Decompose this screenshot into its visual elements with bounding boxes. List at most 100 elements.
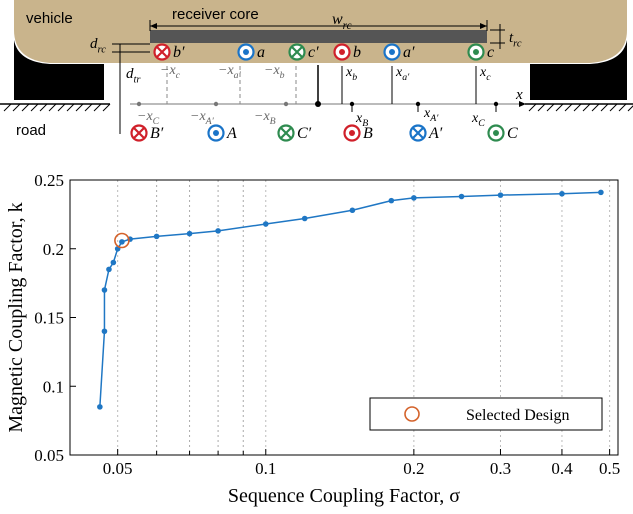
data-point [349, 207, 356, 214]
conductor-label: c [487, 44, 494, 61]
position-label-main: −x [190, 109, 206, 124]
position-label-sub: A′ [205, 116, 215, 127]
plot-frame [69, 179, 619, 456]
data-point [119, 239, 125, 245]
vehicle-label: vehicle [26, 10, 73, 27]
conductor-label: b [353, 44, 361, 61]
position-label: xa′ [395, 65, 410, 83]
axis-label: x [515, 87, 523, 103]
conductor-dot [473, 49, 479, 55]
receiver-core [150, 30, 487, 43]
hatch-line [582, 103, 591, 112]
data-point [388, 197, 395, 204]
hatch-line [57, 103, 66, 112]
road-hatch [3, 103, 633, 112]
position-label-sub: B [362, 118, 368, 129]
hatch-line [39, 103, 48, 112]
position-label-sub: b [352, 72, 357, 83]
dimension-label-sub: rc [98, 45, 107, 56]
dimension-label-sub: tr [134, 75, 142, 86]
x-tick-label: 0.4 [551, 459, 573, 478]
y-tick-label: 0.15 [34, 309, 64, 328]
data-point [153, 233, 160, 240]
hatch-line [48, 103, 57, 112]
conductor-cross [133, 127, 145, 139]
hatch-line [627, 105, 633, 112]
position-label-sub: A′ [429, 113, 439, 124]
hatch-line [609, 103, 618, 112]
hatch-line [21, 103, 30, 112]
legend-label: Selected Design [466, 407, 570, 424]
position-label-sub: b [280, 70, 285, 81]
position-label-sub: C [478, 118, 485, 129]
position-label: −xc [160, 63, 181, 81]
data-point [101, 287, 108, 293]
data-point [101, 328, 108, 335]
position-label-sub: c [176, 70, 181, 81]
conductor-label: b′ [173, 44, 185, 61]
x-tick-label: 0.1 [255, 459, 276, 478]
data-point [106, 266, 112, 273]
tire [14, 40, 104, 100]
x-tick-label: 0.2 [403, 459, 424, 478]
dimension-label-sub: rc [513, 39, 522, 50]
hatch-line [30, 103, 39, 112]
hatch-line [555, 103, 564, 112]
x-tick-label: 0.5 [599, 459, 620, 478]
position-label-main: x [355, 111, 363, 126]
position-label: −xA′ [190, 109, 215, 127]
dimension-label-main: d [126, 66, 134, 82]
y-tick-label: 0.1 [43, 377, 64, 396]
dimension-label: trc [509, 30, 522, 50]
data-point [215, 228, 221, 234]
hatch-line [93, 103, 102, 112]
position-label-main: −x [218, 63, 234, 78]
hatch-line [12, 103, 21, 112]
selected-design [114, 232, 130, 249]
position-label-main: x [479, 65, 487, 80]
position-label: −xb [264, 63, 285, 81]
dimension-label-main: t [509, 30, 514, 46]
position-label-main: −x [137, 109, 153, 124]
conductor-label: B′ [150, 125, 164, 142]
position-label: −xB [254, 109, 276, 127]
dimension-label: drc [90, 36, 106, 56]
data-point [497, 192, 504, 198]
position-label-sub: C [153, 116, 160, 127]
position-label-main: −x [254, 109, 270, 124]
legend-box [369, 397, 603, 431]
position-label: −xC [137, 109, 160, 127]
data-point [458, 193, 465, 200]
hatch-line [84, 103, 93, 112]
arrowhead [519, 101, 526, 107]
position-label-main: x [345, 65, 353, 80]
data-line [99, 191, 601, 407]
position-label-main: −x [160, 63, 176, 78]
conductor-dot [339, 49, 345, 55]
position-label: xc [479, 65, 491, 83]
position-label-sub: B [270, 116, 276, 127]
hatch-line [537, 103, 546, 112]
position-label: xC [471, 111, 485, 129]
dimension-label: dtr [126, 66, 141, 86]
hatch-line [66, 103, 75, 112]
position-label-main: x [395, 65, 403, 80]
conductor-cross [412, 127, 424, 139]
hatch-line [546, 103, 555, 112]
conductor-dot [213, 130, 219, 136]
road-label: road [16, 122, 46, 139]
conductor-label: B [363, 125, 373, 142]
conductor-label: a′ [403, 44, 415, 61]
dimension-label-main: d [90, 36, 98, 52]
hatch-line [600, 103, 609, 112]
conductor-label: c′ [308, 44, 319, 61]
conductor-dot [389, 49, 395, 55]
data-point [110, 259, 117, 266]
position-dot [283, 101, 289, 107]
hatch-line [3, 103, 12, 112]
position-label: xA′ [423, 106, 439, 124]
dimension-label-main: w [332, 11, 343, 28]
tire [530, 40, 627, 100]
position-label-main: x [471, 111, 479, 126]
legend-marker [404, 406, 420, 422]
